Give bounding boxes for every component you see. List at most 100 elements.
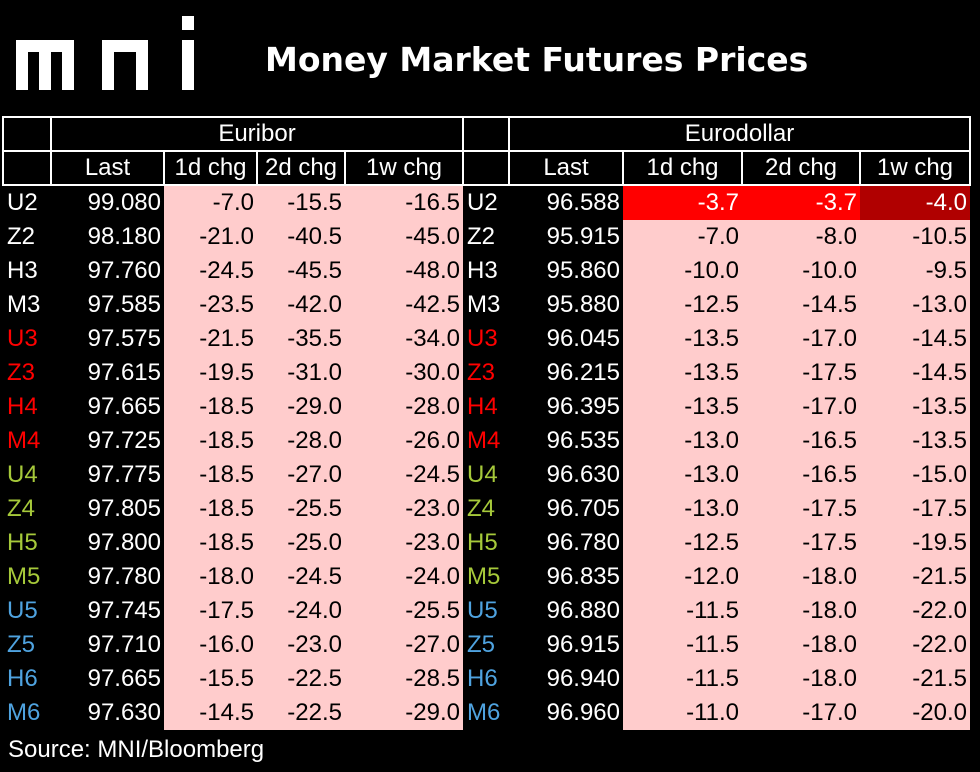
eurodollar-last-cell: 96.705: [546, 495, 620, 522]
table-row: H6 97.665 -15.5 -22.5 -28.5 H6 96.940 -11.5 -18.…: [3, 662, 970, 696]
eurodollar-chg-cell: -10.0: [623, 254, 742, 288]
euribor-chg-cell: -40.5: [257, 220, 345, 254]
contract-label: H5: [7, 529, 38, 556]
eurodollar-chg-cell: -11.5: [623, 662, 742, 696]
contract-label: Z5: [467, 631, 496, 658]
contract-label: M6: [7, 699, 41, 726]
contract-label: H4: [7, 393, 38, 420]
eurodollar-chg-cell: -17.5: [742, 526, 860, 560]
eurodollar-chg-cell: -17.5: [860, 492, 970, 526]
euribor-last-cell: 97.805: [87, 495, 161, 522]
group-header-eurodollar: Eurodollar: [508, 116, 971, 152]
table-row: U2 99.080 -7.0 -15.5 -16.5 U2 96.588 -3.7 -3.7 -4…: [3, 185, 970, 220]
table-row: U3 97.575 -21.5 -35.5 -34.0 U3 96.045 -13.5 -17.…: [3, 322, 970, 356]
corner-cell: [462, 150, 510, 186]
euribor-last-cell: 97.615: [87, 359, 161, 386]
euribor-last-cell: 97.780: [87, 563, 161, 590]
eurodollar-chg-cell: -20.0: [860, 696, 970, 730]
eurodollar-chg-cell: -12.0: [623, 560, 742, 594]
euribor-chg-cell: -29.0: [345, 696, 463, 730]
eurodollar-chg-cell: -18.0: [742, 662, 860, 696]
euribor-chg-cell: -18.5: [164, 526, 257, 560]
euribor-chg-cell: -22.5: [257, 696, 345, 730]
contract-label: H6: [7, 665, 38, 692]
contract-label: Z3: [467, 359, 496, 386]
euribor-chg-cell: -24.5: [164, 254, 257, 288]
eurodollar-last-cell: 95.880: [546, 291, 620, 318]
euribor-chg-cell: -24.0: [257, 594, 345, 628]
eurodollar-chg-cell: -17.0: [742, 696, 860, 730]
column-header: Last: [50, 150, 165, 186]
eurodollar-chg-cell: -12.5: [623, 526, 742, 560]
euribor-chg-cell: -24.5: [257, 560, 345, 594]
euribor-chg-cell: -18.5: [164, 492, 257, 526]
column-header-row: Last 1d chg 2d chg 1w chg Last 1d chg 2d…: [2, 150, 971, 186]
eurodollar-chg-cell: -8.0: [742, 220, 860, 254]
euribor-last-cell: 97.575: [87, 325, 161, 352]
euribor-chg-cell: -24.0: [345, 560, 463, 594]
eurodollar-chg-cell: -15.0: [860, 458, 970, 492]
table-row: U5 97.745 -17.5 -24.0 -25.5 U5 96.880 -11.5 -18.…: [3, 594, 970, 628]
euribor-last-cell: 97.630: [87, 699, 161, 726]
mni-logo: [16, 16, 194, 90]
euribor-last-cell: 97.775: [87, 461, 161, 488]
eurodollar-chg-cell: -3.7: [623, 185, 742, 220]
column-header: 2d chg: [256, 150, 346, 186]
table-row: Z3 97.615 -19.5 -31.0 -30.0 Z3 96.215 -13.5 -17.…: [3, 356, 970, 390]
contract-label: M3: [467, 291, 501, 318]
euribor-last-cell: 97.665: [87, 665, 161, 692]
eurodollar-chg-cell: -11.5: [623, 594, 742, 628]
eurodollar-chg-cell: -19.5: [860, 526, 970, 560]
euribor-chg-cell: -18.5: [164, 424, 257, 458]
eurodollar-last-cell: 96.780: [546, 529, 620, 556]
euribor-chg-cell: -30.0: [345, 356, 463, 390]
contract-label: U3: [467, 325, 498, 352]
euribor-chg-cell: -23.0: [345, 492, 463, 526]
euribor-last-cell: 98.180: [87, 223, 161, 250]
eurodollar-chg-cell: -17.0: [742, 390, 860, 424]
eurodollar-chg-cell: -17.5: [742, 356, 860, 390]
euribor-chg-cell: -22.5: [257, 662, 345, 696]
eurodollar-chg-cell: -13.0: [860, 288, 970, 322]
eurodollar-chg-cell: -13.0: [623, 492, 742, 526]
eurodollar-chg-cell: -16.5: [742, 458, 860, 492]
eurodollar-chg-cell: -9.5: [860, 254, 970, 288]
euribor-chg-cell: -18.5: [164, 390, 257, 424]
eurodollar-chg-cell: -14.5: [742, 288, 860, 322]
euribor-chg-cell: -23.0: [257, 628, 345, 662]
eurodollar-last-cell: 95.860: [546, 257, 620, 284]
source-note: Source: MNI/Bloomberg: [8, 736, 265, 763]
eurodollar-chg-cell: -16.5: [742, 424, 860, 458]
table-row: Z4 97.805 -18.5 -25.5 -23.0 Z4 96.705 -13.0 -17.…: [3, 492, 970, 526]
eurodollar-chg-cell: -18.0: [742, 594, 860, 628]
eurodollar-last-cell: 96.535: [546, 427, 620, 454]
euribor-chg-cell: -28.0: [257, 424, 345, 458]
euribor-chg-cell: -25.5: [257, 492, 345, 526]
contract-label: Z2: [7, 223, 36, 250]
eurodollar-chg-cell: -12.5: [623, 288, 742, 322]
euribor-chg-cell: -42.0: [257, 288, 345, 322]
eurodollar-last-cell: 96.215: [546, 359, 620, 386]
page-title: Money Market Futures Prices: [265, 40, 809, 79]
contract-label: M5: [467, 563, 501, 590]
eurodollar-chg-cell: -21.5: [860, 662, 970, 696]
eurodollar-chg-cell: -13.5: [623, 322, 742, 356]
eurodollar-last-cell: 96.915: [546, 631, 620, 658]
euribor-chg-cell: -24.5: [345, 458, 463, 492]
contract-label: H6: [467, 665, 498, 692]
contract-label: M4: [7, 427, 41, 454]
column-header: 1w chg: [344, 150, 464, 186]
euribor-chg-cell: -16.5: [345, 185, 463, 220]
euribor-last-cell: 99.080: [87, 189, 161, 216]
eurodollar-last-cell: 96.880: [546, 597, 620, 624]
eurodollar-chg-cell: -13.0: [623, 424, 742, 458]
table-row: Z2 98.180 -21.0 -40.5 -45.0 Z2 95.915 -7.0 -8.0-…: [3, 220, 970, 254]
euribor-chg-cell: -31.0: [257, 356, 345, 390]
contract-label: U2: [7, 189, 38, 216]
eurodollar-chg-cell: -10.5: [860, 220, 970, 254]
eurodollar-last-cell: 96.835: [546, 563, 620, 590]
column-header: Last: [508, 150, 624, 186]
contract-label: Z2: [467, 223, 496, 250]
euribor-chg-cell: -25.0: [257, 526, 345, 560]
euribor-chg-cell: -15.5: [164, 662, 257, 696]
